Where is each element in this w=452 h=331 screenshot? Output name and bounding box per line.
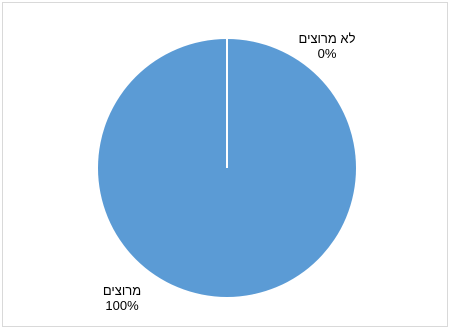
slice-label-not-satisfied: לא מרוצים	[298, 31, 356, 46]
chart-area: לא מרוצים 0% מרוצים 100%	[2, 2, 448, 327]
slice-value-satisfied: 100%	[105, 298, 139, 313]
pie-chart	[98, 39, 356, 297]
slice-label-satisfied: מרוצים	[102, 283, 142, 298]
data-label-not-satisfied: לא מרוצים 0%	[295, 31, 359, 61]
slice-value-not-satisfied: 0%	[317, 46, 337, 61]
data-label-satisfied: מרוצים 100%	[96, 283, 148, 313]
